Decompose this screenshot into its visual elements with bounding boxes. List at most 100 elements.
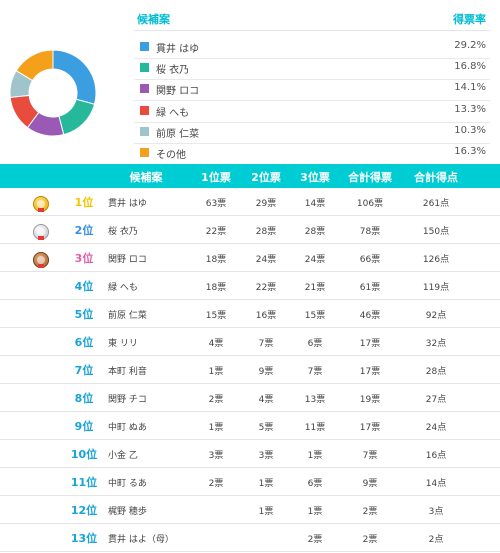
- ranking-table-body: 1位 貫井 はゆ 63票 29票 14票 106票 261点 2位 桜 衣乃 22票 28票 28票 7…: [0, 188, 500, 552]
- rank-label: 4位: [74, 280, 94, 293]
- candidate-name: 本町 利音: [108, 367, 147, 377]
- total-points: 119点: [422, 283, 450, 293]
- third-votes: 6票: [307, 339, 323, 349]
- third-votes: 6票: [307, 479, 323, 489]
- table-row: 6位 東 リリ 4票 7票 6票 17票 32点: [0, 328, 500, 356]
- total-votes: 61票: [359, 283, 381, 293]
- legend-item-rate: 14.1%: [454, 82, 486, 94]
- total-votes: 17票: [359, 423, 381, 433]
- table-row: 8位 関野 チコ 2票 4票 13票 19票 27点: [0, 384, 500, 412]
- total-votes: 9票: [362, 479, 378, 489]
- third-votes: 21票: [304, 283, 326, 293]
- candidate-name: 小金 乙: [108, 451, 138, 461]
- candidate-name: 緑 へも: [108, 283, 138, 293]
- header-second-votes: 2位票: [251, 171, 281, 184]
- candidate-name: 梶野 穂歩: [108, 507, 147, 517]
- total-votes: 66票: [359, 255, 381, 265]
- first-votes: 2票: [208, 395, 224, 405]
- gold-medal-icon: [33, 196, 49, 212]
- total-points: 14点: [425, 479, 447, 489]
- legend-item: 前原 仁菜 10.3%: [134, 121, 490, 144]
- candidate-name: 関野 ロコ: [108, 255, 147, 265]
- legend-item-rate: 13.3%: [454, 103, 486, 115]
- second-votes: 16票: [255, 311, 277, 321]
- legend-divider: [134, 30, 490, 31]
- bronze-medal-icon: [33, 252, 49, 268]
- total-votes: 19票: [359, 395, 381, 405]
- second-votes: 7票: [258, 339, 274, 349]
- candidate-name: 貫井 はゆ: [108, 199, 147, 209]
- header-third-votes: 3位票: [300, 171, 330, 184]
- table-row: 2位 桜 衣乃 22票 28票 28票 78票 150点: [0, 216, 500, 244]
- header-total-votes: 合計得票: [348, 171, 392, 184]
- donut-slice: [52, 49, 97, 105]
- legend-item: 桜 衣乃 16.8%: [134, 57, 490, 81]
- candidate-name: 桜 衣乃: [108, 227, 138, 237]
- first-votes: 2票: [208, 479, 224, 489]
- third-votes: 15票: [304, 311, 326, 321]
- first-votes: 18票: [205, 255, 227, 265]
- table-row: 12位 梶野 穂歩 1票 1票 2票 3点: [0, 496, 500, 524]
- legend-item-name: 前原 仁菜: [156, 128, 200, 140]
- legend-swatch: [140, 126, 149, 136]
- legend-item-rate: 16.3%: [454, 146, 486, 157]
- total-points: 150点: [422, 227, 450, 237]
- total-points: 2点: [428, 535, 444, 545]
- legend-item: 貫井 はゆ 29.2%: [134, 36, 490, 59]
- table-row: 11位 中町 るあ 2票 1票 6票 9票 14点: [0, 468, 500, 496]
- third-votes: 1票: [307, 451, 323, 461]
- first-votes: 3票: [208, 451, 224, 461]
- first-votes: 1票: [208, 423, 224, 433]
- third-votes: 11票: [304, 423, 326, 433]
- ranking-table: 候補案 1位票 2位票 3位票 合計得票 合計得点 1位 貫井 はゆ 63票 29票 1…: [0, 164, 500, 552]
- legend-item-name: 緑 へも: [156, 107, 190, 119]
- legend-item-name: 桜 衣乃: [156, 65, 190, 77]
- legend-item-name: 関野 ロコ: [156, 86, 200, 98]
- total-votes: 46票: [359, 311, 381, 321]
- vote-share-donut-chart: [9, 49, 97, 137]
- legend-item-name: 貫井 はゆ: [156, 44, 200, 55]
- third-votes: 1票: [307, 507, 323, 517]
- total-votes: 2票: [362, 507, 378, 517]
- total-points: 92点: [425, 311, 447, 321]
- second-votes: 9票: [258, 367, 274, 377]
- total-votes: 2票: [362, 535, 378, 545]
- legend-item-rate: 29.2%: [454, 40, 486, 51]
- total-points: 3点: [428, 507, 444, 517]
- first-votes: 22票: [205, 227, 227, 237]
- donut-slice: [15, 49, 54, 82]
- second-votes: 4票: [258, 395, 274, 405]
- second-votes: 3票: [258, 451, 274, 461]
- candidate-name: 前原 仁菜: [108, 311, 147, 321]
- legend-swatch: [140, 105, 149, 115]
- candidate-name: 中町 ぬあ: [108, 423, 147, 433]
- rank-label: 6位: [74, 336, 94, 349]
- legend-item: その他 16.3%: [134, 142, 490, 165]
- table-row: 4位 緑 へも 18票 22票 21票 61票 119点: [0, 272, 500, 300]
- second-votes: 1票: [258, 479, 274, 489]
- rank-label: 10位: [70, 448, 98, 461]
- first-votes: 15票: [205, 311, 227, 321]
- table-row: 1位 貫井 はゆ 63票 29票 14票 106票 261点: [0, 188, 500, 216]
- ranking-table-header: 候補案 1位票 2位票 3位票 合計得票 合計得点: [0, 164, 500, 188]
- header-total-points: 合計得点: [414, 171, 458, 184]
- rank-label: 5位: [74, 308, 94, 321]
- legend-swatch: [140, 63, 149, 73]
- total-votes: 17票: [359, 339, 381, 349]
- candidate-name: 関野 チコ: [108, 395, 147, 405]
- total-votes: 17票: [359, 367, 381, 377]
- candidate-name: 中町 るあ: [108, 479, 147, 489]
- legend-item-rate: 10.3%: [454, 124, 486, 136]
- rank-label: 2位: [74, 224, 94, 237]
- rank-label: 7位: [74, 364, 94, 377]
- first-votes: 4票: [208, 339, 224, 349]
- total-points: 28点: [425, 367, 447, 377]
- total-votes: 7票: [362, 451, 378, 461]
- first-votes: 1票: [208, 367, 224, 377]
- legend-swatch: [140, 84, 149, 94]
- table-row: 10位 小金 乙 3票 3票 1票 7票 16点: [0, 440, 500, 468]
- rank-label: 12位: [70, 504, 98, 517]
- table-row: 9位 中町 ぬあ 1票 5票 11票 17票 24点: [0, 412, 500, 440]
- legend-item: 関野 ロコ 14.1%: [134, 78, 490, 102]
- second-votes: 1票: [258, 507, 274, 517]
